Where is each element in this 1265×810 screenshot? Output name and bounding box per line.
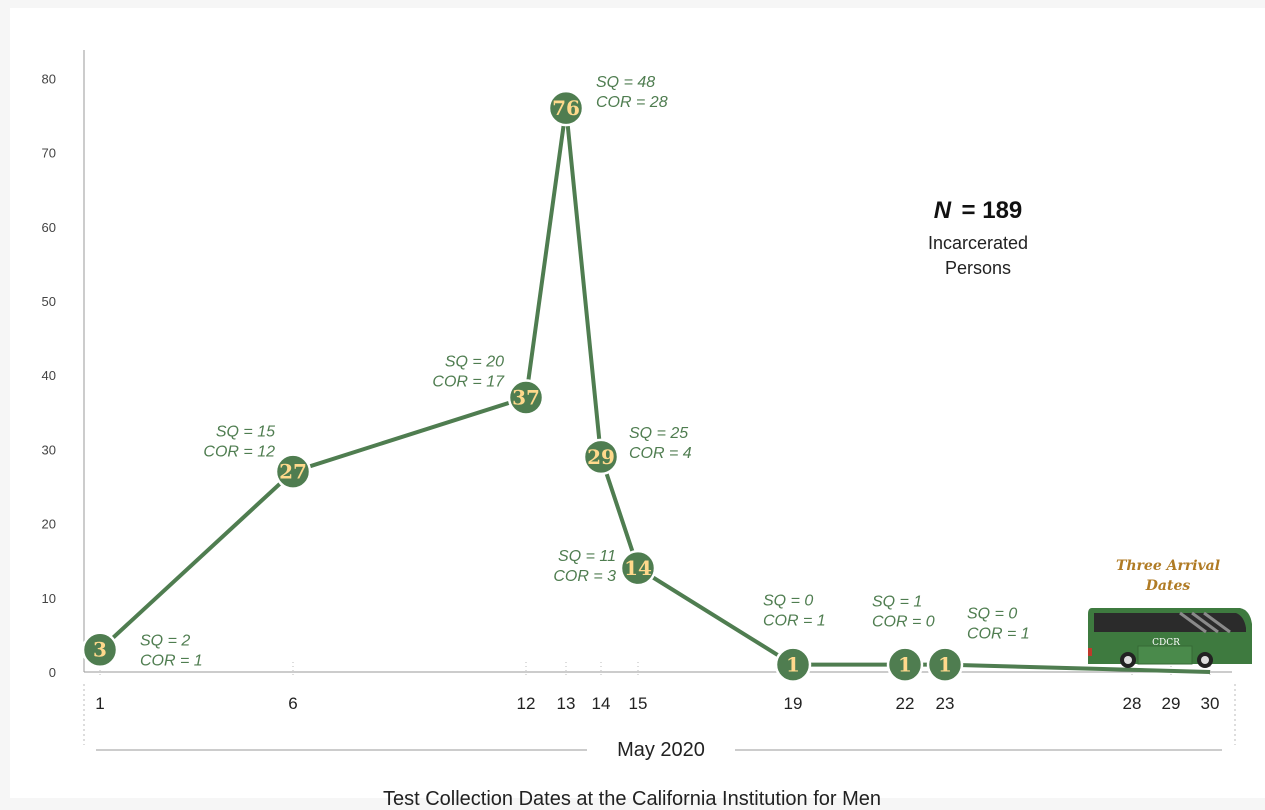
- point-breakdown: SQ = 20 COR = 17: [432, 353, 505, 390]
- cor-label: COR = 0: [872, 614, 935, 631]
- data-point-label: 29: [587, 445, 615, 469]
- y-tick-label: 40: [42, 368, 56, 383]
- x-tick-label: 30: [1201, 694, 1220, 713]
- point-breakdown: SQ = 0 COR = 1: [763, 593, 826, 630]
- x-tick-label: 14: [592, 694, 611, 713]
- data-point-marker: [774, 646, 812, 683]
- n-value: = 189: [962, 197, 1023, 224]
- data-point-label: 3: [93, 638, 107, 662]
- y-tick-label: 70: [42, 146, 56, 161]
- cor-label: COR = 1: [140, 653, 203, 670]
- x-tick-label: 15: [629, 694, 648, 713]
- cor-label: COR = 1: [763, 613, 826, 630]
- sq-label: SQ = 25: [629, 425, 688, 442]
- arrival-annotation: Three Arrival Dates: [1116, 558, 1220, 594]
- n-count-label: N = 189: [934, 197, 1023, 224]
- data-point: 1: [926, 646, 964, 683]
- data-point-label: 1: [938, 653, 952, 677]
- y-tick-label: 50: [42, 294, 56, 309]
- data-point-marker: [507, 379, 545, 416]
- y-axis: 0 10 20 30 40 50 60 70 80: [42, 50, 85, 680]
- point-breakdown: SQ = 25 COR = 4: [629, 425, 692, 462]
- x-tick-label: 22: [896, 694, 915, 713]
- plot-background: [10, 8, 1265, 798]
- data-point: 29: [582, 438, 620, 476]
- cor-label: COR = 4: [629, 445, 692, 462]
- x-axis: 1 6 12 13 14 15 19 22 23 28 29 30: [84, 662, 1232, 713]
- data-point-marker: [274, 453, 312, 490]
- data-point-marker: [81, 631, 119, 668]
- cor-label: COR = 1: [967, 626, 1030, 643]
- sq-label: SQ = 0: [967, 606, 1017, 623]
- bus-text: CDCR: [1152, 638, 1180, 648]
- arrival-line1: Three Arrival: [1116, 558, 1220, 574]
- data-point-label: 1: [786, 653, 800, 677]
- y-tick-label: 20: [42, 517, 56, 532]
- y-tick-label: 10: [42, 591, 56, 606]
- sq-label: SQ = 1: [872, 594, 922, 611]
- x-tick-label: 29: [1162, 694, 1181, 713]
- sq-label: SQ = 20: [445, 353, 504, 370]
- data-point: 3: [81, 631, 119, 668]
- n-symbol: N: [934, 197, 952, 224]
- data-point-label: 27: [279, 460, 307, 484]
- sq-label: SQ = 11: [558, 548, 616, 565]
- x-tick-label: 12: [517, 694, 536, 713]
- data-point: 37: [507, 379, 545, 416]
- sq-label: SQ = 2: [140, 633, 190, 650]
- x-axis-title-group: May 2020: [83, 684, 1236, 761]
- series-line: [98, 106, 1211, 674]
- point-breakdown: SQ = 2 COR = 1: [140, 633, 203, 670]
- data-point-label: 76: [552, 96, 580, 120]
- y-tick-label: 0: [49, 665, 56, 680]
- data-point: 27: [274, 453, 312, 490]
- data-point-marker: [886, 646, 924, 683]
- point-breakdown: SQ = 1 COR = 0: [872, 594, 935, 631]
- data-point-marker: [582, 438, 620, 476]
- data-point-label: 14: [624, 556, 652, 580]
- arrival-line2: Dates: [1145, 578, 1191, 594]
- cor-label: COR = 12: [203, 444, 275, 461]
- x-tick-label: 6: [288, 694, 297, 713]
- sq-label: SQ = 15: [216, 424, 275, 441]
- x-axis-title: May 2020: [617, 739, 705, 761]
- x-tick-label: 28: [1123, 694, 1142, 713]
- data-point: 1: [886, 646, 924, 683]
- annotation-layer: SQ = 2 COR = 1 SQ = 15 COR = 12 SQ = 20 COR =…: [140, 74, 1030, 670]
- y-tick-label: 30: [42, 442, 56, 457]
- x-tick-label: 1: [95, 694, 104, 713]
- point-breakdown: SQ = 0 COR = 1: [967, 606, 1030, 643]
- data-point-marker: [619, 549, 657, 587]
- data-point-marker: [926, 646, 964, 683]
- point-breakdown: SQ = 48 COR = 28: [596, 74, 668, 111]
- data-point: 14: [619, 549, 657, 587]
- sq-label: SQ = 48: [596, 74, 655, 91]
- data-point-label: 37: [512, 385, 540, 409]
- cor-label: COR = 17: [432, 373, 505, 390]
- n-subtitle-line1: Incarcerated: [928, 233, 1028, 253]
- chart-title: Test Collection Dates at the California …: [383, 788, 881, 810]
- n-annotation: N = 189 Incarcerated Persons: [928, 197, 1028, 278]
- data-point-marker: [547, 89, 585, 127]
- data-point: 1: [774, 646, 812, 683]
- x-tick-label: 19: [784, 694, 803, 713]
- x-tick-label: 13: [557, 694, 576, 713]
- data-point: 76: [547, 89, 585, 127]
- bus-icon: CDCR: [1088, 608, 1252, 668]
- cor-label: COR = 3: [553, 568, 616, 585]
- series-layer: 3 27 37 76 29 14 1 1 1: [81, 89, 1211, 683]
- sq-label: SQ = 0: [763, 593, 813, 610]
- x-tick-label: 23: [936, 694, 955, 713]
- n-subtitle-line2: Persons: [945, 258, 1011, 278]
- point-breakdown: SQ = 11 COR = 3: [553, 548, 616, 585]
- cor-label: COR = 28: [596, 94, 668, 111]
- y-tick-label: 80: [42, 71, 56, 86]
- data-point-label: 1: [898, 653, 912, 677]
- point-breakdown: SQ = 15 COR = 12: [203, 424, 275, 461]
- y-tick-label: 60: [42, 220, 56, 235]
